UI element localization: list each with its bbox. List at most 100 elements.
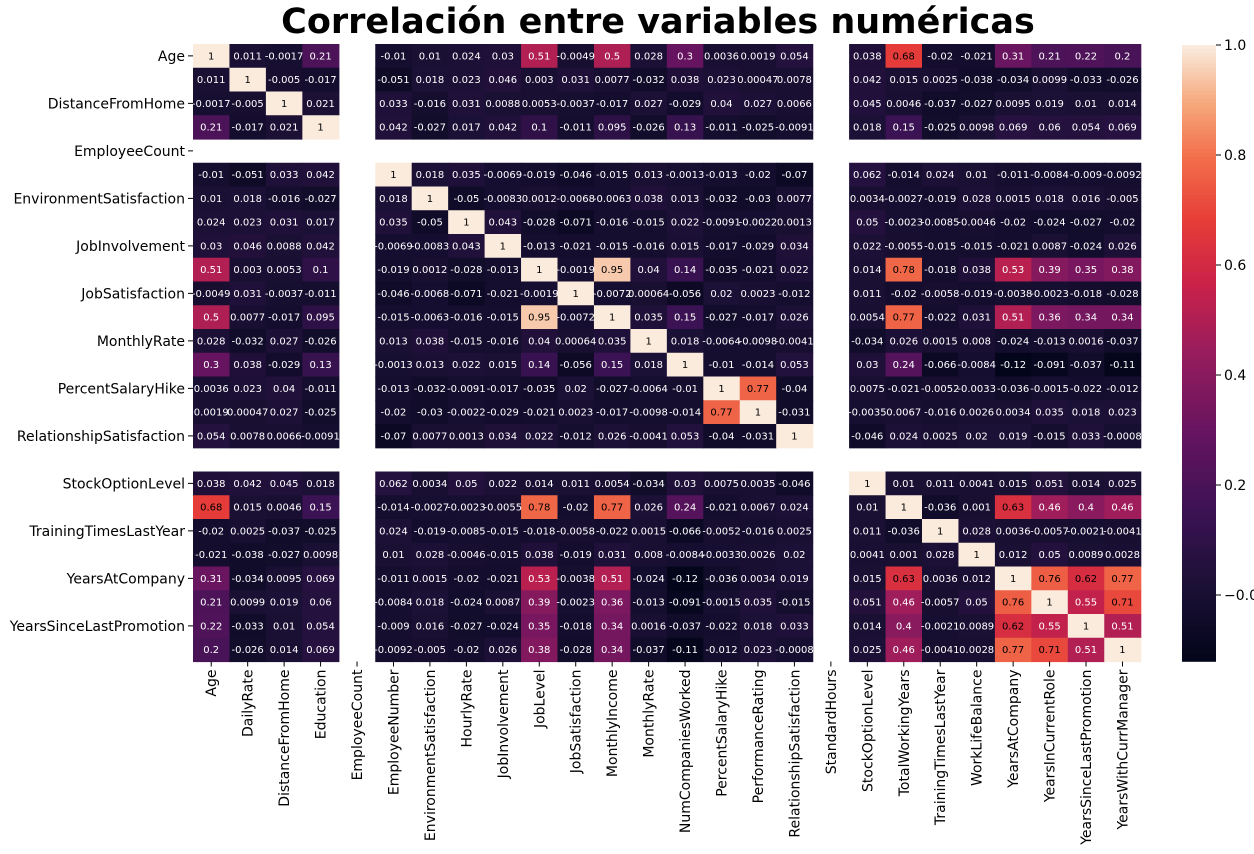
cell-value-label: -0.016 (268, 194, 300, 205)
cell-value-label: -0.027 (450, 621, 482, 632)
heatmap-cell (703, 495, 741, 520)
cell-value-label: 0.0077 (412, 431, 447, 442)
y-tick-label: JobInvolvement (75, 239, 185, 255)
heatmap-cell (922, 352, 960, 378)
colorbar-segment (1182, 499, 1216, 504)
cell-value-label: -0.031 (778, 408, 810, 419)
cell-value-label: 0.038 (671, 75, 700, 86)
heatmap-cell (849, 257, 887, 283)
cell-value-label: 0.038 (525, 550, 554, 561)
cell-value-label: -0.0092 (1103, 170, 1142, 181)
cell-value-label: -0.0041 (629, 431, 668, 442)
cell-value-label: -0.02 (1000, 218, 1026, 229)
heatmap-cell (229, 281, 267, 306)
cell-value-label: -0.013 (705, 170, 737, 181)
cell-value-label: 0.012 (999, 550, 1028, 561)
cell-value-label: 1 (682, 360, 688, 371)
cell-value-label: -0.014 (377, 503, 409, 514)
heatmap-cell (849, 115, 887, 140)
heatmap-cell (922, 566, 960, 591)
heatmap-cell (1031, 257, 1069, 283)
heatmap-cell (484, 186, 522, 211)
colorbar-segment (1182, 657, 1216, 662)
heatmap-cell (448, 424, 486, 449)
cell-value-label: 0.011 (853, 289, 882, 300)
heatmap-cell (739, 542, 777, 568)
cell-value-label: 0.02 (710, 289, 732, 300)
cell-value-label: -0.0091 (775, 123, 814, 134)
colorbar-tick-label: −0.0 (1224, 588, 1254, 604)
colorbar-segment (1182, 306, 1216, 312)
cell-value-label: 0.0015 (631, 526, 666, 537)
heatmap-cell (776, 234, 814, 259)
heatmap-cell (703, 186, 741, 211)
cell-value-label: -0.01 (709, 360, 735, 371)
cell-value-label: -0.005 (1106, 194, 1138, 205)
cell-value-label: 0.0041 (850, 550, 885, 561)
heatmap-cell (411, 614, 449, 639)
heatmap-cell (922, 400, 960, 425)
heatmap-cell (411, 210, 449, 235)
cell-value-label: 0.054 (197, 431, 226, 442)
heatmap-cell (885, 186, 923, 211)
cell-value-label: -0.0084 (957, 360, 996, 371)
heatmap-cell (1067, 400, 1105, 425)
heatmap-cell (521, 495, 559, 520)
heatmap-cell (994, 590, 1032, 615)
colorbar-segment (1182, 545, 1216, 551)
heatmap-cell (193, 162, 231, 188)
cell-value-label: 0.013 (379, 336, 408, 347)
heatmap-cell (849, 566, 887, 591)
cell-value-label: 0.042 (853, 75, 882, 86)
heatmap-cell (593, 329, 631, 354)
heatmap-cell (922, 162, 960, 188)
heatmap-cell (521, 400, 559, 425)
cell-value-label: 0.0053 (522, 99, 557, 110)
colorbar-segment (1182, 156, 1216, 162)
heatmap-cell (484, 376, 522, 401)
heatmap-annotations: 1 0.011 -0.0017 0.21 -0.01 0.01 0.024 0.03 0.51-… (192, 51, 1142, 656)
heatmap-cell (1104, 614, 1142, 639)
heatmap-cell (302, 424, 340, 449)
heatmap-cell (739, 305, 777, 330)
heatmap-cell (557, 162, 595, 188)
cell-value-label: -0.019 (523, 170, 555, 181)
cell-value-label: 0.031 (598, 550, 627, 561)
cell-value-label: 1 (573, 289, 579, 300)
colorbar-segment (1182, 572, 1216, 578)
cell-value-label: 0.069 (1108, 123, 1137, 134)
cell-value-label: 0.026 (598, 431, 627, 442)
cell-value-label: 0.0019 (740, 51, 775, 62)
colorbar-segment (1182, 580, 1216, 585)
cell-value-label: 0.31 (200, 574, 222, 585)
cell-value-label: -0.0023 (884, 218, 923, 229)
heatmap-cell (994, 614, 1032, 639)
x-tick-label: PerformanceRating (751, 670, 767, 804)
cell-value-label: 0.0019 (194, 408, 229, 419)
colorbar-segment (1182, 530, 1216, 535)
heatmap-cell (375, 352, 413, 378)
heatmap-cell (776, 495, 814, 520)
cell-value-label: 0.0087 (485, 598, 520, 609)
x-tick-label: NumCompaniesWorked (678, 670, 694, 834)
cell-value-label: 0.1 (531, 123, 547, 134)
cell-value-label: 0.026 (1108, 241, 1137, 252)
colorbar-segment (1182, 464, 1216, 470)
heatmap-cell (265, 352, 303, 378)
cell-value-label: -0.034 (633, 479, 665, 490)
cell-value-label: -0.016 (596, 218, 628, 229)
heatmap-cell (229, 210, 267, 235)
heatmap-cell (994, 495, 1032, 520)
cell-value-label: 0.0036 (996, 526, 1031, 537)
heatmap-cell (1067, 566, 1105, 591)
colorbar-segment (1182, 453, 1216, 458)
cell-value-label: 0.77 (893, 313, 915, 324)
heatmap-cell (630, 234, 668, 259)
cell-value-label: 1 (973, 550, 979, 561)
cell-value-label: -0.02 (745, 170, 771, 181)
colorbar-segment (1182, 148, 1216, 154)
heatmap-cell (1067, 281, 1105, 306)
heatmap-cell (1031, 614, 1069, 639)
heatmap-cell (922, 91, 960, 116)
x-tick-label: EmployeeCount (350, 669, 366, 780)
